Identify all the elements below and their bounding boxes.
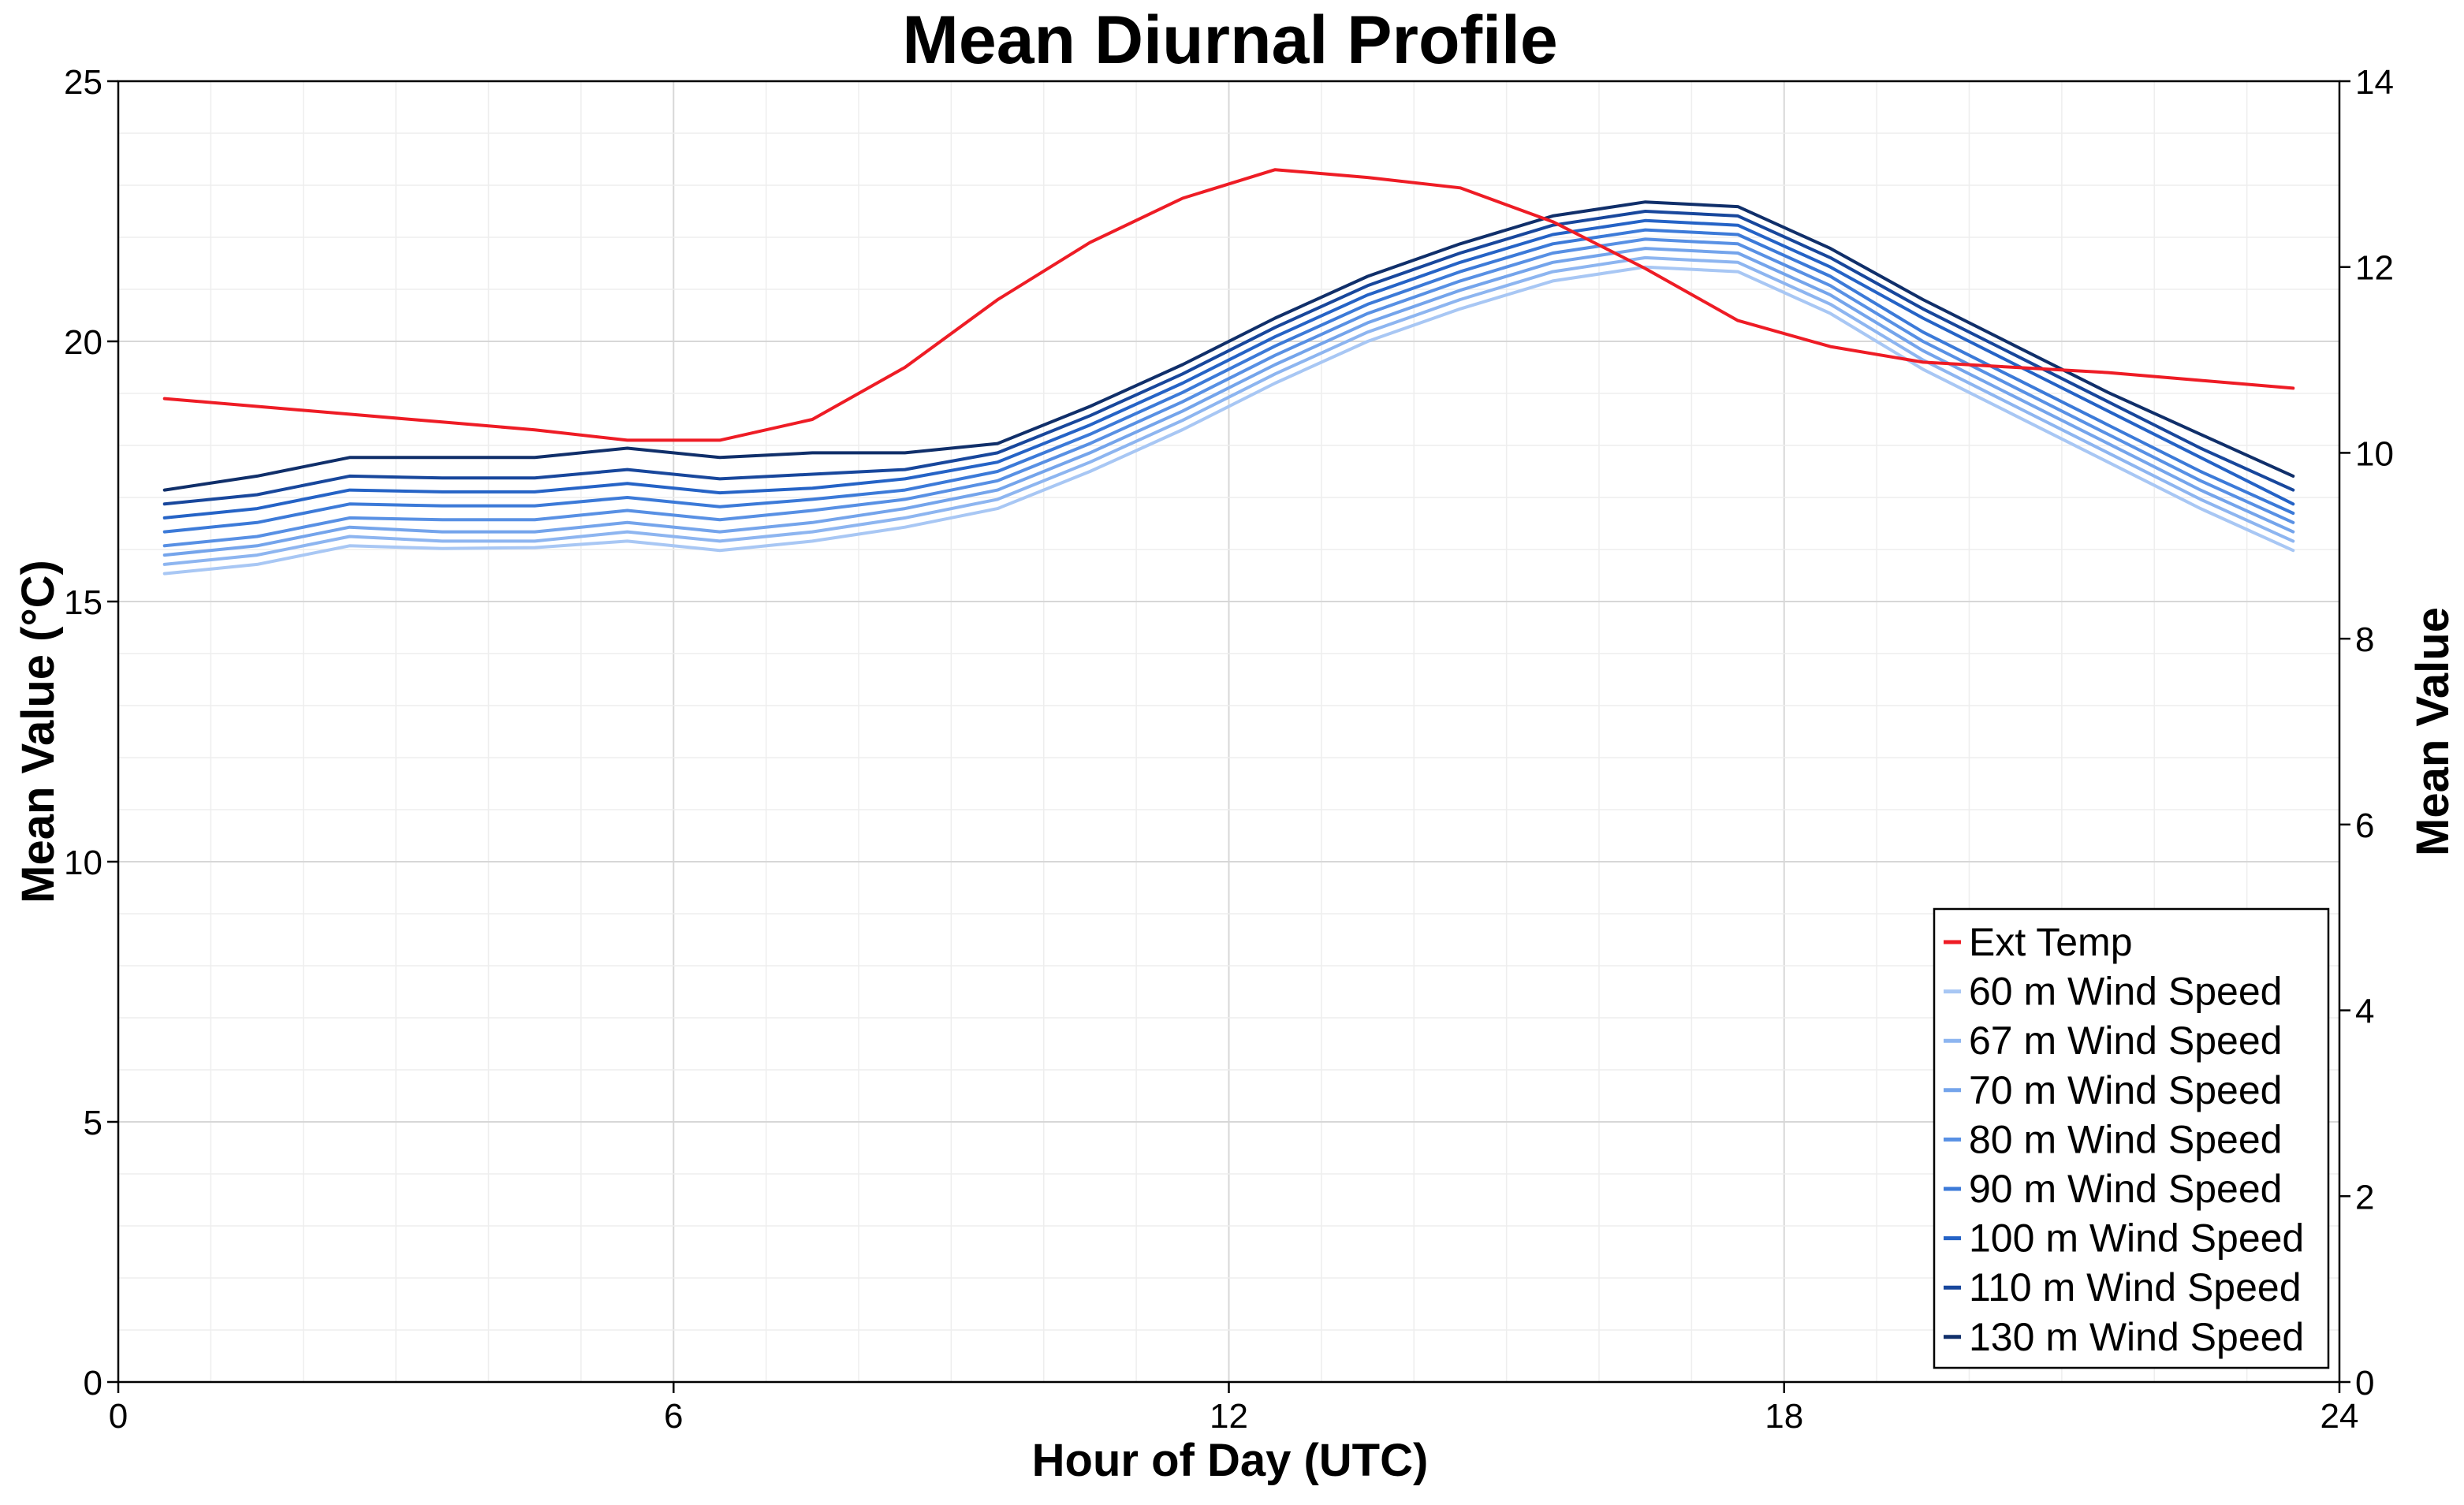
legend-label-80-m-wind-speed: 80 m Wind Speed <box>1969 1117 2282 1161</box>
series-line-ext-temp <box>162 168 2295 442</box>
x-tick-label: 12 <box>1210 1397 1248 1436</box>
series-line-90-m-wind-speed <box>162 228 2295 534</box>
legend-label-60-m-wind-speed: 60 m Wind Speed <box>1969 970 2282 1014</box>
y-right-tick-label: 12 <box>2355 249 2394 288</box>
x-tick-label: 18 <box>1765 1397 1803 1436</box>
legend-label-130-m-wind-speed: 130 m Wind Speed <box>1969 1315 2304 1359</box>
y-right-tick-label: 2 <box>2355 1178 2374 1216</box>
series-line-80-m-wind-speed <box>162 237 2295 548</box>
y-left-tick-label: 5 <box>84 1104 103 1142</box>
y-right-tick-label: 0 <box>2355 1364 2374 1403</box>
series-line-100-m-wind-speed <box>162 218 2295 520</box>
legend-box <box>1933 907 2330 1369</box>
series-line-70-m-wind-speed <box>162 247 2295 557</box>
y-axis-right-label: Mean Value <box>2407 607 2458 856</box>
series-line-60-m-wind-speed <box>162 265 2295 576</box>
x-tick-label: 0 <box>109 1397 128 1436</box>
x-tick-label: 6 <box>664 1397 683 1436</box>
x-tick-label: 24 <box>2320 1397 2359 1436</box>
series-line-130-m-wind-speed <box>162 200 2295 492</box>
y-left-tick-label: 10 <box>64 844 103 882</box>
legend: Ext Temp 60 m Wind Speed 67 m Wind Speed 70… <box>1933 907 2330 1369</box>
y-axis-left-label: Mean Value (°C) <box>13 560 64 903</box>
legend-label-90-m-wind-speed: 90 m Wind Speed <box>1969 1167 2282 1211</box>
y-left-tick-label: 20 <box>64 323 103 362</box>
chart-title: Mean Diurnal Profile <box>902 2 1558 78</box>
series-line-110-m-wind-speed <box>162 210 2295 506</box>
legend-label-67-m-wind-speed: 67 m Wind Speed <box>1969 1019 2282 1063</box>
legend-items: Ext Temp 60 m Wind Speed 67 m Wind Speed 70… <box>1944 920 2304 1359</box>
y-right-tick-label: 8 <box>2355 620 2374 659</box>
y-right-tick-label: 4 <box>2355 993 2374 1031</box>
x-axis-label: Hour of Day (UTC) <box>1032 1435 1429 1486</box>
y-right-tick-label: 6 <box>2355 807 2374 845</box>
series-lines <box>162 168 2295 576</box>
y-right-tick-label: 10 <box>2355 434 2394 473</box>
y-left-tick-label: 25 <box>64 63 103 102</box>
y-left-tick-label: 0 <box>84 1364 103 1403</box>
y-right-tick-label: 14 <box>2355 63 2394 102</box>
legend-label-70-m-wind-speed: 70 m Wind Speed <box>1969 1068 2282 1112</box>
legend-label-ext-temp: Ext Temp <box>1969 920 2133 964</box>
legend-label-100-m-wind-speed: 100 m Wind Speed <box>1969 1216 2304 1261</box>
y-left-tick-label: 15 <box>64 583 103 622</box>
series-line-67-m-wind-speed <box>162 255 2295 566</box>
legend-label-110-m-wind-speed: 110 m Wind Speed <box>1969 1265 2302 1309</box>
